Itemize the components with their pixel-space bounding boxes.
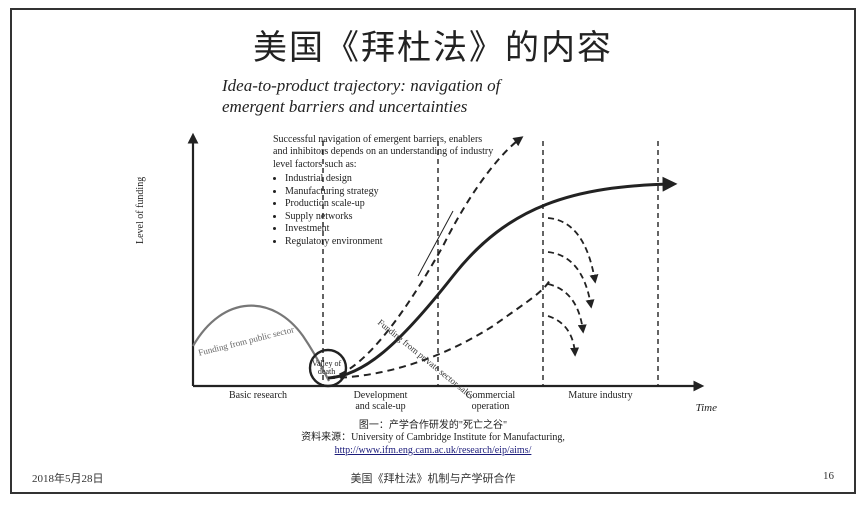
footer-title: 美国《拜杜法》机制与产学研合作 xyxy=(32,470,834,486)
valley-of-death-label: Valley ofdeath xyxy=(312,360,341,376)
phase-labels: Basic researchDevelopmentand scale-upCom… xyxy=(193,390,713,412)
subtitle-line2: emergent barriers and uncertainties xyxy=(222,97,467,116)
caption-line2: 资料来源：University of Cambridge Institute f… xyxy=(12,432,854,457)
chart-area: Level of funding Successful navigation o… xyxy=(153,126,713,416)
note-bullet: Regulatory environment xyxy=(285,236,498,249)
slide-subtitle: Idea-to-product trajectory: navigation o… xyxy=(222,75,854,118)
slide-frame: 美国《拜杜法》的内容 Idea-to-product trajectory: n… xyxy=(10,8,856,494)
phase-label: Mature industry xyxy=(543,390,658,412)
caption-url: http://www.ifm.eng.cam.ac.uk/research/ei… xyxy=(335,445,532,456)
footer: 2018年5月28日 美国《拜杜法》机制与产学研合作 16 xyxy=(32,470,834,486)
caption-source-prefix: 资料来源：University of Cambridge Institute f… xyxy=(301,432,565,443)
note-header: Successful navigation of emergent barrie… xyxy=(273,134,498,172)
note-bullet: Production scale-up xyxy=(285,198,498,211)
note-bullet: Supply networks xyxy=(285,211,498,224)
y-axis-label: Level of funding xyxy=(135,176,146,243)
x-axis-label: Time xyxy=(696,402,717,414)
phase-label: Commercialoperation xyxy=(438,390,543,412)
note-bullet-list: Industrial designManufacturing strategyP… xyxy=(273,173,498,248)
note-bullet: Manufacturing strategy xyxy=(285,186,498,199)
note-bullet: Investment xyxy=(285,223,498,236)
note-bullet: Industrial design xyxy=(285,173,498,186)
phase-label: Developmentand scale-up xyxy=(323,390,438,412)
subtitle-line1: Idea-to-product trajectory: navigation o… xyxy=(222,76,500,95)
figure-caption: 图一：产学合作研发的"死亡之谷" 资料来源：University of Camb… xyxy=(12,420,854,458)
slide-title: 美国《拜杜法》的内容 xyxy=(12,20,854,69)
caption-line1: 图一：产学合作研发的"死亡之谷" xyxy=(12,420,854,433)
phase-label: Basic research xyxy=(193,390,323,412)
note-block: Successful navigation of emergent barrie… xyxy=(273,134,498,249)
